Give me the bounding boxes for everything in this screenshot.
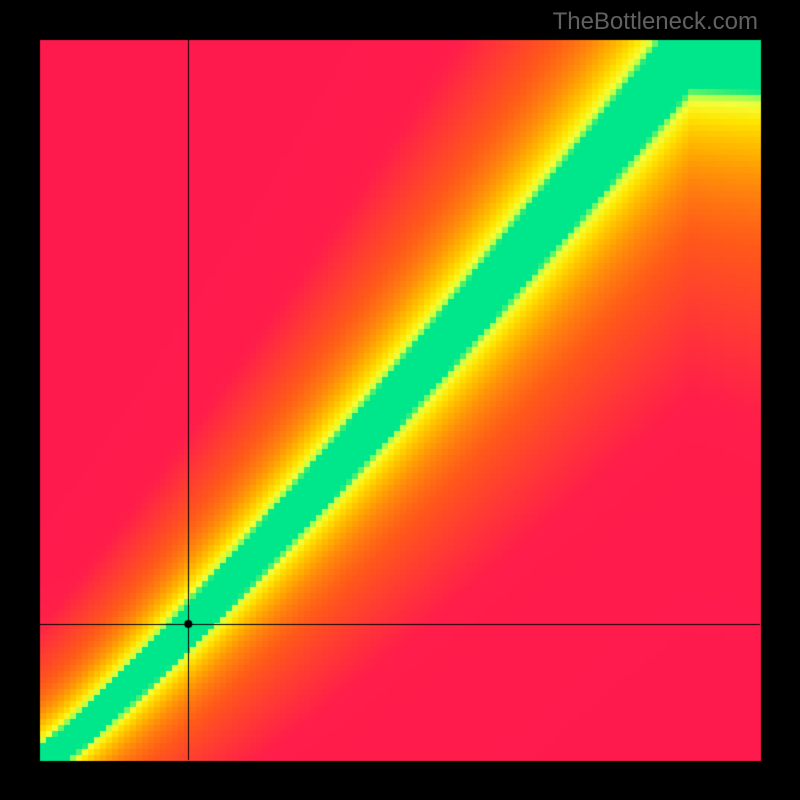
root-container: TheBottleneck.com xyxy=(0,0,800,800)
bottleneck-heatmap xyxy=(0,0,800,800)
watermark-text: TheBottleneck.com xyxy=(553,8,758,36)
